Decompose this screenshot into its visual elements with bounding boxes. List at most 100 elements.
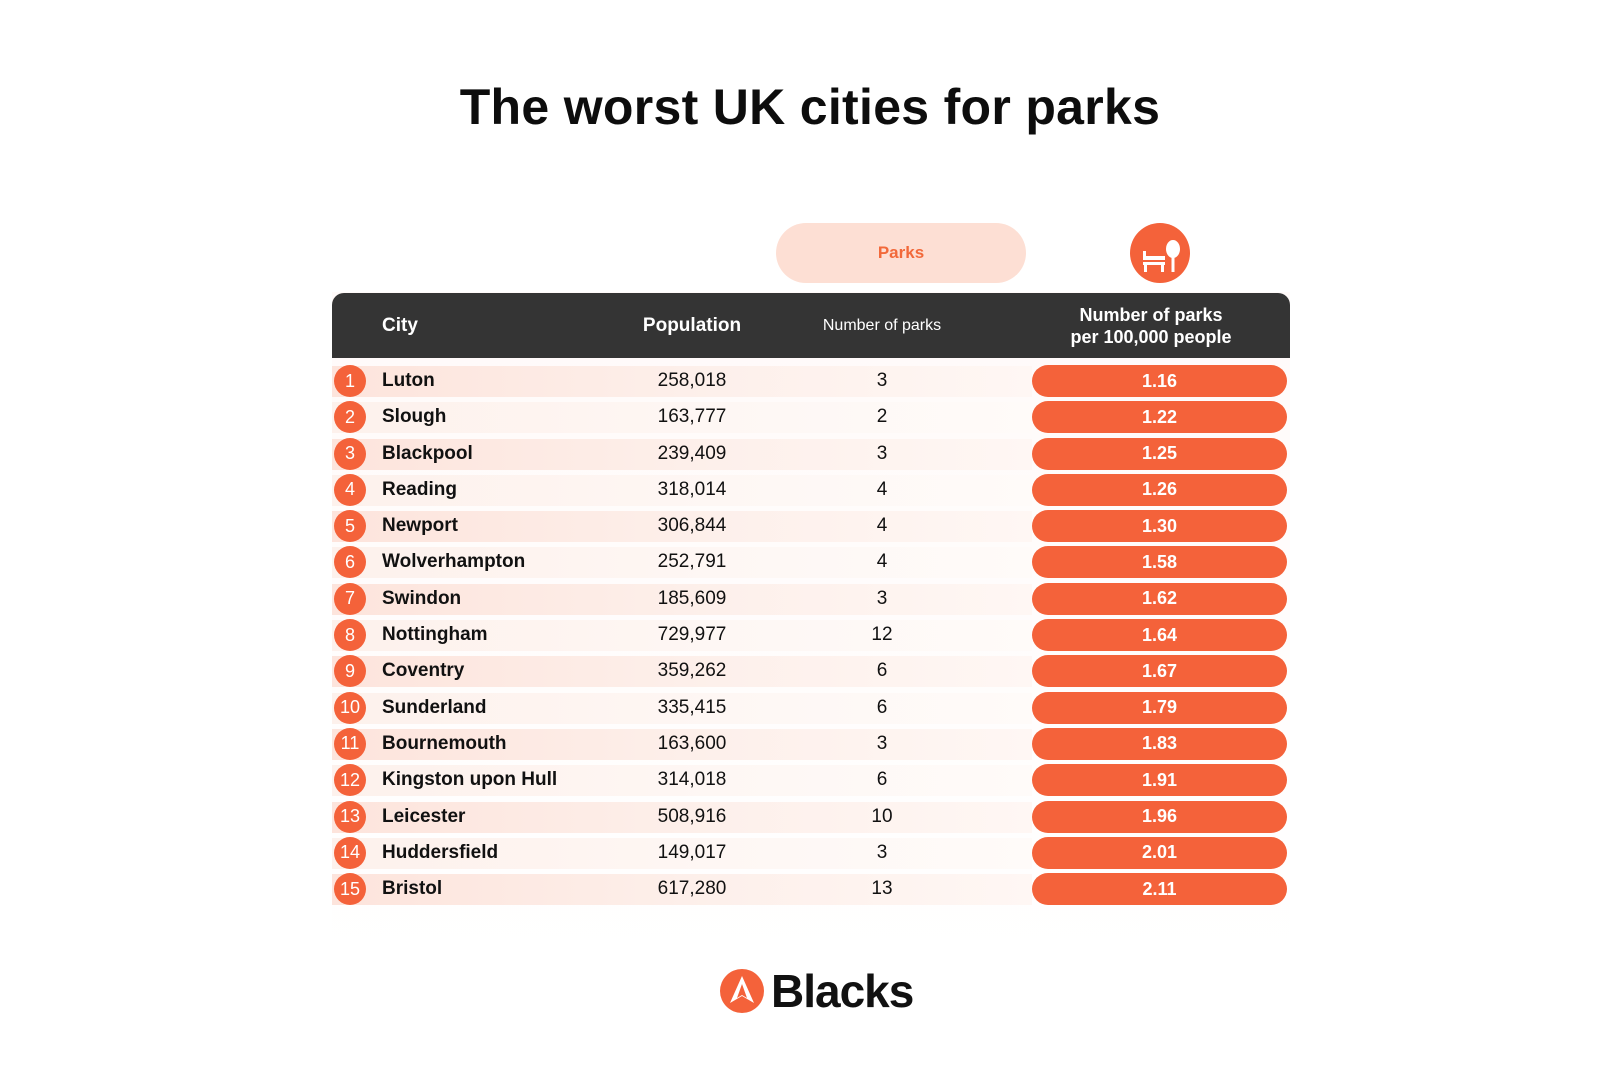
population-cell: 149,017: [657, 841, 727, 863]
parks-per-100k-cell: 1.16: [1032, 365, 1287, 397]
blacks-arrow-logo-icon: [720, 969, 764, 1013]
row-background: [332, 547, 1032, 579]
city-cell: Sunderland: [382, 696, 487, 718]
row-background: [332, 656, 1032, 688]
column-header-parks-per-100k-line2: per 100,000 people: [1070, 326, 1232, 347]
rank-badge: 7: [334, 582, 366, 615]
rank-badge: 3: [334, 437, 366, 470]
number-of-parks-cell: 10: [871, 805, 893, 827]
population-cell: 163,600: [657, 732, 727, 754]
number-of-parks-cell: 6: [876, 696, 888, 718]
city-cell: Reading: [382, 478, 457, 500]
city-cell: Newport: [382, 515, 458, 537]
row-background: [332, 366, 1032, 397]
rank-badge: 13: [334, 800, 366, 833]
table-row: 4 Reading 318,014 4 1.26: [332, 473, 1290, 509]
population-cell: 359,262: [657, 660, 727, 682]
table-row: 6 Wolverhampton 252,791 4 1.58: [332, 545, 1290, 581]
column-header-population: Population: [642, 314, 742, 336]
number-of-parks-cell: 13: [871, 878, 893, 900]
city-cell: Slough: [382, 406, 447, 428]
rank-badge: 6: [334, 546, 366, 579]
population-cell: 318,014: [657, 478, 727, 500]
bench-and-tree-icon: [1130, 223, 1190, 283]
column-header-city: City: [382, 314, 418, 336]
category-pill-parks: Parks: [776, 223, 1026, 283]
parks-per-100k-cell: 1.91: [1032, 764, 1287, 797]
number-of-parks-cell: 12: [871, 624, 893, 646]
table-row: 7 Swindon 185,609 3 1.62: [332, 582, 1290, 618]
row-background: [332, 620, 1032, 652]
brand-name: Blacks: [771, 965, 914, 1017]
rank-badge: 15: [334, 873, 366, 906]
number-of-parks-cell: 4: [876, 478, 888, 500]
category-pill-label: Parks: [877, 243, 925, 262]
row-background: [332, 765, 1032, 797]
population-cell: 252,791: [657, 551, 727, 573]
parks-per-100k-cell: 1.79: [1032, 691, 1287, 724]
parks-per-100k-cell: 1.58: [1032, 546, 1287, 579]
table-row: 9 Coventry 359,262 6 1.67: [332, 654, 1290, 690]
parks-per-100k-cell: 2.01: [1032, 836, 1287, 869]
row-background: [332, 474, 1032, 506]
population-cell: 335,415: [657, 696, 727, 718]
number-of-parks-cell: 6: [876, 660, 888, 682]
parks-per-100k-cell: 1.22: [1032, 401, 1287, 434]
table-header: City Population Number of parks Number o…: [332, 293, 1290, 358]
table-row: 10 Sunderland 335,415 6 1.79: [332, 691, 1290, 727]
column-header-parks-per-100k: Number of parks per 100,000 people: [1032, 293, 1270, 358]
table-row: 1 Luton 258,018 3 1.16: [332, 364, 1290, 400]
table-row: 15 Bristol 617,280 13 2.11: [332, 872, 1290, 908]
row-background: [332, 692, 1032, 724]
parks-per-100k-cell: 1.25: [1032, 437, 1287, 470]
city-cell: Coventry: [382, 660, 465, 682]
row-background: [332, 728, 1032, 760]
table-row: 5 Newport 306,844 4 1.30: [332, 509, 1290, 545]
table-row: 12 Kingston upon Hull 314,018 6 1.91: [332, 763, 1290, 799]
row-background: [332, 801, 1032, 833]
number-of-parks-cell: 4: [876, 551, 888, 573]
city-cell: Blackpool: [382, 442, 473, 464]
population-cell: 306,844: [657, 515, 727, 537]
table-row: 14 Huddersfield 149,017 3 2.01: [332, 836, 1290, 872]
row-background: [332, 511, 1032, 543]
rank-badge: 4: [334, 473, 366, 506]
table-body: 1 Luton 258,018 3 1.16 2 Slough 163,777 2 1.22 3 Bl…: [332, 364, 1290, 908]
parks-per-100k-cell: 1.64: [1032, 619, 1287, 652]
row-background: [332, 438, 1032, 470]
parks-per-100k-cell: 1.96: [1032, 800, 1287, 833]
city-cell: Bournemouth: [382, 732, 507, 754]
city-cell: Huddersfield: [382, 841, 499, 863]
column-header-number-of-parks: Number of parks: [822, 316, 942, 334]
row-background: [332, 837, 1032, 869]
population-cell: 239,409: [657, 442, 727, 464]
rank-badge: 1: [334, 365, 366, 397]
city-cell: Bristol: [382, 878, 443, 900]
parks-per-100k-cell: 1.62: [1032, 582, 1287, 615]
population-cell: 617,280: [657, 878, 727, 900]
population-cell: 258,018: [657, 370, 727, 391]
rank-badge: 2: [334, 401, 366, 434]
population-cell: 729,977: [657, 624, 727, 646]
parks-per-100k-cell: 1.26: [1032, 473, 1287, 506]
row-background: [332, 583, 1032, 615]
table-row: 2 Slough 163,777 2 1.22: [332, 400, 1290, 436]
number-of-parks-cell: 3: [876, 370, 888, 391]
table-row: 13 Leicester 508,916 10 1.96: [332, 800, 1290, 836]
rank-badge: 10: [334, 691, 366, 724]
number-of-parks-cell: 3: [876, 732, 888, 754]
city-cell: Wolverhampton: [382, 551, 526, 573]
city-cell: Kingston upon Hull: [382, 769, 558, 791]
population-cell: 508,916: [657, 805, 727, 827]
row-background: [332, 402, 1032, 434]
parks-per-100k-cell: 2.11: [1032, 873, 1287, 906]
rank-badge: 5: [334, 510, 366, 543]
table-row: 11 Bournemouth 163,600 3 1.83: [332, 727, 1290, 763]
parks-per-100k-cell: 1.67: [1032, 655, 1287, 688]
population-cell: 185,609: [657, 587, 727, 609]
city-cell: Swindon: [382, 587, 462, 609]
rank-badge: 11: [334, 727, 366, 760]
city-cell: Luton: [382, 370, 435, 391]
city-cell: Nottingham: [382, 624, 488, 646]
number-of-parks-cell: 3: [876, 442, 888, 464]
